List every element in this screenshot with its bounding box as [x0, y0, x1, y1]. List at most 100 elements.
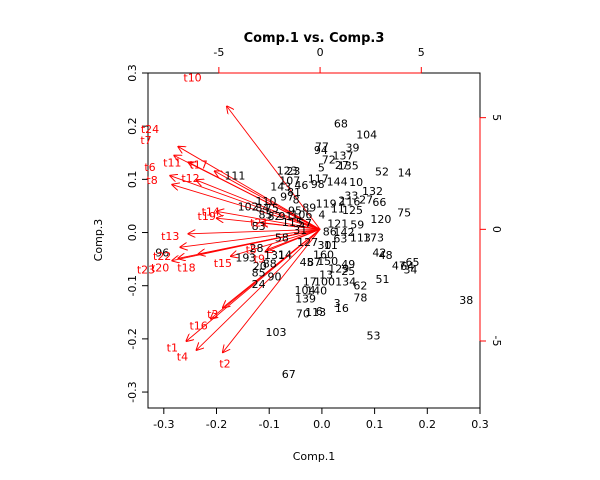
x-tick-label: 0.3 — [471, 418, 489, 431]
observation-label: 30 — [318, 239, 332, 252]
observation-label: 28 — [250, 242, 264, 255]
variable-label-t24: t24 — [141, 123, 159, 136]
observation-label: 85 — [259, 208, 273, 221]
observation-label: 100 — [314, 275, 335, 288]
observation-label: 27 — [335, 159, 349, 172]
observation-label: 107 — [279, 174, 300, 187]
observation-label: 25 — [341, 265, 355, 278]
y-tick-label: 0.2 — [126, 117, 139, 135]
loading-arrow-t9 — [267, 228, 321, 249]
observation-label: 67 — [282, 368, 296, 381]
observation-label: 58 — [275, 231, 289, 244]
observation-label: 160 — [313, 248, 334, 261]
x-tick-label: 0.2 — [419, 418, 437, 431]
observation-label: 11 — [324, 239, 338, 252]
x-tick-label: 0.0 — [313, 418, 331, 431]
variable-label-t20: t20 — [151, 261, 169, 274]
observation-label: 120 — [370, 213, 391, 226]
observation-label: 42 — [372, 247, 386, 260]
observation-label: 96 — [155, 247, 169, 260]
loading-arrow-t21 — [261, 223, 321, 230]
loading-arrow-t18 — [199, 228, 321, 254]
loading-arrow-t24 — [178, 147, 321, 230]
observation-label: 70 — [296, 307, 310, 320]
observation-label: 4 — [318, 208, 325, 221]
loading-arrow-t22 — [180, 228, 321, 247]
variable-label-t11: t11 — [163, 156, 181, 169]
axes: -0.3 -0.2 -0.1 0.0 0.1 0.2 0.3 -0.3 -0.2 -0.1 0.0 0… — [126, 46, 503, 431]
observation-label: 91 — [279, 210, 293, 223]
observation-label: 33 — [344, 189, 358, 202]
loading-arrow-t12 — [197, 180, 321, 230]
observation-label: 129 — [328, 263, 349, 276]
observation-label: 102 — [238, 200, 259, 213]
variable-label-t16: t16 — [189, 319, 207, 332]
y-tick-label: 0.3 — [126, 64, 139, 82]
variable-label-t8: t8 — [146, 174, 157, 187]
observation-label: 49 — [341, 258, 355, 271]
variable-label-t7: t7 — [140, 134, 151, 147]
observation-label: 52 — [375, 165, 389, 178]
observation-label: 6 — [316, 305, 323, 318]
variable-label-t18: t18 — [177, 261, 195, 274]
variable-label-t10: t10 — [183, 71, 201, 84]
top-tick-label: -5 — [213, 46, 224, 59]
observation-label: 110 — [256, 195, 277, 208]
variable-label-t21: t21 — [250, 217, 268, 230]
observation-label: 34 — [403, 264, 417, 277]
variable-label-t22: t22 — [153, 250, 171, 263]
variable-label-t9: t9 — [254, 252, 265, 265]
observation-label: 8 — [293, 194, 300, 207]
observation-label: 104 — [295, 284, 316, 297]
y-tick-label: -0.1 — [126, 275, 139, 296]
right-tick-label: 5 — [490, 114, 503, 121]
observation-label: 45 — [300, 256, 314, 269]
variable-label-t4: t4 — [177, 351, 188, 364]
observation-label: 68 — [334, 118, 348, 131]
observation-label: 90 — [267, 271, 281, 284]
y-axis-label: Comp.3 — [92, 219, 105, 262]
loading-arrow-t2 — [223, 229, 321, 352]
chart-title: Comp.1 vs. Comp.3 — [244, 31, 385, 46]
observation-label: 24 — [252, 278, 266, 291]
observation-label: 89 — [302, 202, 316, 215]
observation-label: 113 — [350, 231, 371, 244]
observation-label: 82 — [267, 210, 281, 223]
loading-arrow-t11 — [188, 162, 321, 230]
observation-label: 135 — [338, 160, 359, 173]
observation-label: 95 — [288, 205, 302, 218]
observation-label: 115 — [282, 216, 303, 229]
observation-label: 75 — [397, 206, 411, 219]
observation-label: 66 — [372, 196, 386, 209]
x-tick-label: 0.1 — [366, 418, 384, 431]
observation-label: 127 — [297, 236, 318, 249]
loading-arrow-t13 — [188, 228, 321, 233]
variable-label-t13: t13 — [161, 230, 179, 243]
observation-label: 72 — [322, 154, 336, 167]
observation-label: 20 — [253, 260, 267, 273]
loading-arrow-t8 — [172, 185, 321, 230]
observation-label: 64 — [400, 260, 414, 273]
loading-arrow-t17 — [215, 171, 321, 230]
variable-label-t5: t5 — [246, 243, 257, 256]
observation-label: 117 — [308, 172, 329, 185]
x-tick-label: -0.2 — [206, 418, 227, 431]
top-tick-label: 0 — [317, 46, 324, 59]
observation-label: 63 — [333, 232, 347, 245]
observation-label: 13 — [319, 269, 333, 282]
loading-arrow-t1 — [186, 228, 321, 341]
observation-label: 113 — [305, 306, 326, 319]
y-tick-label: -0.2 — [126, 328, 139, 349]
observation-label: 27 — [359, 194, 373, 207]
loading-arrow-t10 — [227, 107, 321, 230]
observation-label: 14 — [278, 248, 292, 261]
x-axis-label: Comp.1 — [293, 450, 336, 463]
observation-label: 16 — [335, 302, 349, 315]
observation-label: 173 — [363, 231, 384, 244]
variable-label-t17: t17 — [189, 159, 207, 172]
observation-label: 137 — [332, 149, 353, 162]
observation-label: 39 — [345, 141, 359, 154]
observation-label: 19 — [235, 252, 249, 265]
observation-label: 23 — [286, 165, 300, 178]
